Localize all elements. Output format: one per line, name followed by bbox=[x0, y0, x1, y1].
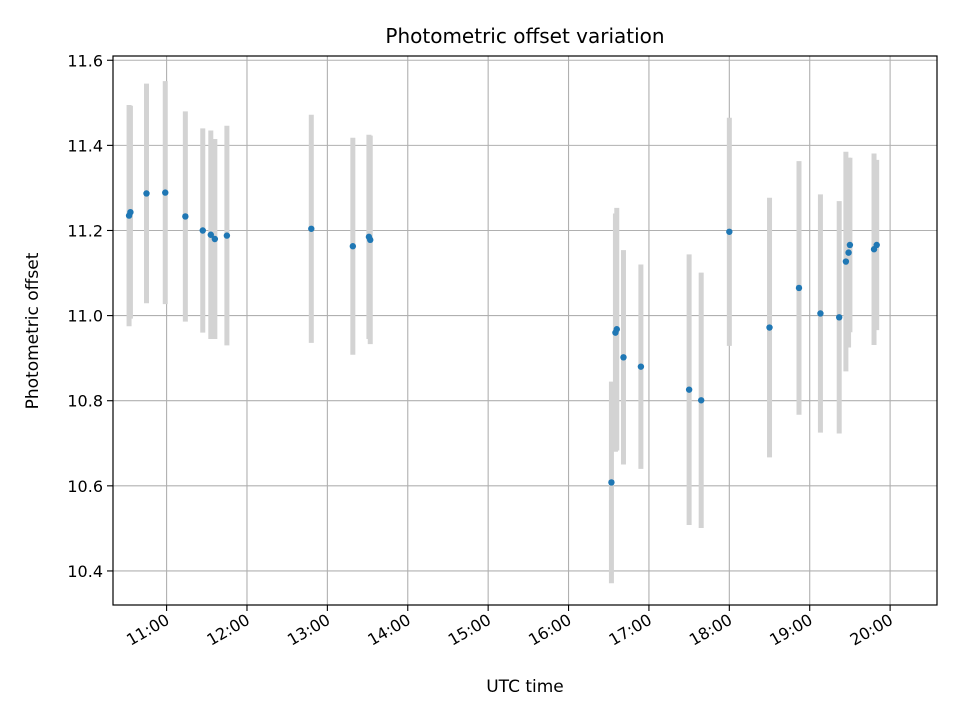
data-point bbox=[835, 314, 843, 321]
data-point bbox=[795, 284, 803, 292]
data-point bbox=[845, 249, 852, 256]
data-point bbox=[308, 225, 315, 232]
grid-lines bbox=[113, 56, 937, 605]
data-point bbox=[620, 354, 627, 361]
data-point bbox=[766, 324, 773, 331]
data-point bbox=[127, 208, 134, 216]
x-tick-label: 19:00 bbox=[766, 610, 815, 650]
data-point bbox=[162, 189, 169, 196]
data-point bbox=[367, 236, 374, 244]
data-point bbox=[143, 190, 150, 197]
data-point bbox=[211, 235, 219, 243]
y-axis-ticks: 10.4 10.6 10.8 11.0 11.2 11.4 11.6 bbox=[67, 51, 113, 581]
y-tick-label: 10.6 bbox=[67, 477, 103, 496]
x-tick-label: 16:00 bbox=[525, 610, 574, 650]
data-point bbox=[817, 310, 824, 317]
data-point bbox=[685, 386, 693, 393]
y-tick-label: 11.2 bbox=[67, 221, 103, 240]
data-point bbox=[846, 241, 854, 249]
chart-title: Photometric offset variation bbox=[385, 24, 664, 48]
plot-frame bbox=[112, 55, 938, 606]
y-tick-label: 11.4 bbox=[67, 136, 103, 155]
data-point bbox=[637, 363, 645, 370]
data-point bbox=[608, 479, 615, 486]
data-point bbox=[349, 243, 357, 250]
data-point bbox=[613, 326, 620, 333]
x-tick-label: 12:00 bbox=[204, 610, 253, 650]
data-point bbox=[873, 241, 880, 249]
x-axis-label: UTC time bbox=[486, 677, 564, 697]
error-bars bbox=[126, 81, 880, 584]
y-tick-label: 10.4 bbox=[67, 562, 103, 581]
y-tick-label: 11.0 bbox=[67, 307, 103, 326]
y-tick-label: 11.6 bbox=[67, 51, 103, 70]
x-tick-label: 14:00 bbox=[364, 610, 413, 650]
data-point bbox=[182, 213, 189, 220]
data-points bbox=[125, 189, 880, 486]
data-point bbox=[697, 397, 705, 404]
data-point bbox=[726, 228, 733, 235]
y-axis-label: Photometric offset bbox=[23, 252, 43, 409]
data-point bbox=[223, 232, 231, 239]
x-axis-ticks: 11:00 12:00 13:00 14:00 15:00 16:00 17:00 18:00… bbox=[123, 605, 896, 650]
x-tick-label: 18:00 bbox=[686, 610, 735, 650]
x-tick-label: 11:00 bbox=[123, 610, 172, 650]
x-tick-label: 20:00 bbox=[847, 610, 896, 650]
data-point bbox=[207, 231, 215, 238]
data-point bbox=[199, 227, 206, 234]
x-tick-label: 15:00 bbox=[445, 610, 494, 650]
y-tick-label: 10.8 bbox=[67, 392, 103, 411]
x-tick-label: 13:00 bbox=[284, 610, 333, 650]
x-tick-label: 17:00 bbox=[606, 610, 655, 650]
data-point bbox=[842, 258, 850, 265]
